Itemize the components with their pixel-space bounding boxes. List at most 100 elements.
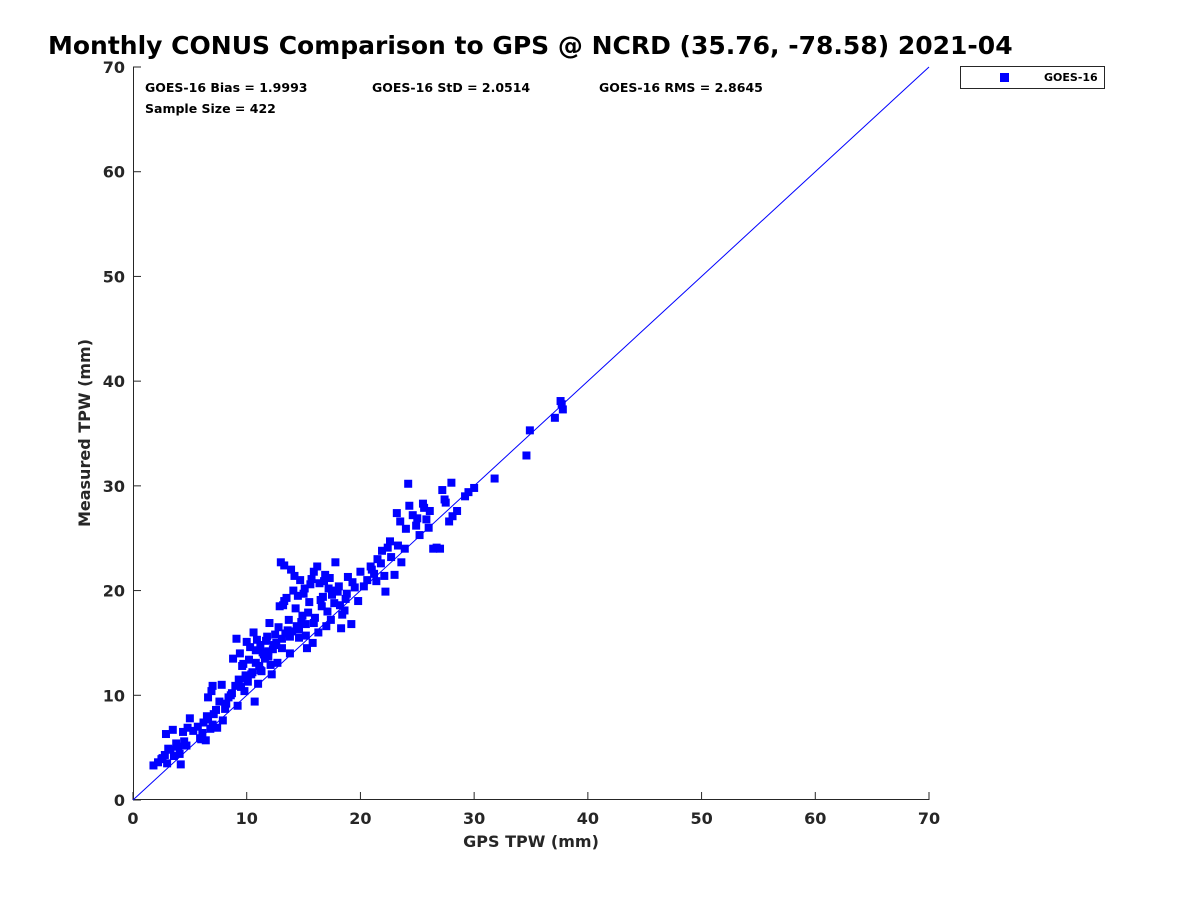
data-point <box>408 511 417 520</box>
data-point <box>218 716 227 725</box>
data-point <box>239 659 248 668</box>
data-point <box>313 562 322 571</box>
data-point <box>215 697 224 706</box>
data-point <box>263 632 272 641</box>
data-point <box>256 666 265 675</box>
stat-bias: GOES-16 Bias = 1.9993 <box>145 80 307 95</box>
data-point <box>418 499 427 508</box>
legend-marker-icon <box>1000 73 1009 82</box>
y-axis-label: Measured TPW (mm) <box>75 339 94 527</box>
data-point <box>350 583 359 592</box>
y-tick-label: 20 <box>103 582 125 601</box>
data-point <box>308 638 317 647</box>
data-point <box>274 623 283 632</box>
y-tick-label: 70 <box>103 58 125 77</box>
data-point <box>440 495 449 504</box>
data-point <box>341 594 350 603</box>
data-point <box>240 687 249 696</box>
data-point <box>164 744 173 753</box>
data-point <box>275 602 284 611</box>
data-point <box>285 649 294 658</box>
x-ticks: 0 10 20 30 40 50 60 70 <box>127 792 940 828</box>
data-point <box>299 589 308 598</box>
data-point <box>180 737 189 746</box>
data-point <box>396 517 405 526</box>
data-point <box>392 509 401 518</box>
data-point <box>301 620 310 629</box>
data-point <box>318 592 327 601</box>
data-point <box>320 577 329 586</box>
data-point <box>213 723 222 732</box>
data-point <box>447 478 456 487</box>
legend-box <box>960 66 1105 89</box>
data-point <box>314 628 323 637</box>
x-tick-label: 70 <box>918 809 940 828</box>
data-point <box>470 483 479 492</box>
data-point <box>232 634 241 643</box>
data-point <box>271 630 280 639</box>
data-point <box>198 728 207 737</box>
data-point <box>359 582 368 591</box>
data-point <box>301 631 310 640</box>
data-point <box>280 561 289 570</box>
data-point <box>373 555 382 564</box>
data-point <box>169 752 178 761</box>
y-tick-label: 10 <box>103 686 125 705</box>
data-point <box>378 546 387 555</box>
data-point <box>309 567 318 576</box>
data-point <box>464 488 473 497</box>
data-point <box>412 521 421 530</box>
data-point <box>268 645 277 654</box>
data-point <box>383 543 392 552</box>
data-point <box>182 741 191 750</box>
data-point <box>445 517 454 526</box>
data-point <box>310 613 319 622</box>
x-tick-label: 30 <box>463 809 485 828</box>
stat-std: GOES-16 StD = 2.0514 <box>372 80 530 95</box>
data-point <box>315 579 324 588</box>
data-point <box>254 679 263 688</box>
data-point <box>172 739 181 748</box>
data-point <box>448 512 457 521</box>
x-tick-label: 50 <box>690 809 712 828</box>
y-tick-label: 40 <box>103 372 125 391</box>
data-point <box>326 615 335 624</box>
data-point <box>287 565 296 574</box>
data-point <box>422 515 431 524</box>
data-point <box>324 584 333 593</box>
data-point <box>363 576 372 585</box>
data-point <box>330 599 339 608</box>
data-point <box>305 598 314 607</box>
data-point <box>201 736 210 745</box>
data-point <box>249 628 258 637</box>
data-point <box>231 681 240 690</box>
data-point <box>244 655 253 664</box>
data-point <box>264 652 273 661</box>
chart-title: Monthly CONUS Comparison to GPS @ NCRD (… <box>48 31 1013 60</box>
x-tick-label: 20 <box>349 809 371 828</box>
data-point <box>283 626 292 635</box>
data-point <box>206 724 215 733</box>
data-point <box>212 705 221 714</box>
data-point <box>251 658 260 667</box>
data-point <box>149 761 158 770</box>
data-point <box>550 413 559 422</box>
data-point <box>404 479 413 488</box>
data-point <box>424 523 433 532</box>
data-point <box>297 617 306 626</box>
data-point <box>557 400 566 409</box>
data-point <box>425 506 434 515</box>
data-point <box>322 622 331 631</box>
stat-rms: GOES-16 RMS = 2.8645 <box>599 80 763 95</box>
data-point <box>387 553 396 562</box>
data-point <box>233 701 242 710</box>
data-point <box>272 638 281 647</box>
data-point <box>558 405 567 414</box>
data-point <box>273 658 282 667</box>
data-point <box>522 451 531 460</box>
data-point <box>262 636 271 645</box>
data-point <box>438 486 447 495</box>
data-point <box>183 723 192 732</box>
data-point <box>207 687 216 696</box>
